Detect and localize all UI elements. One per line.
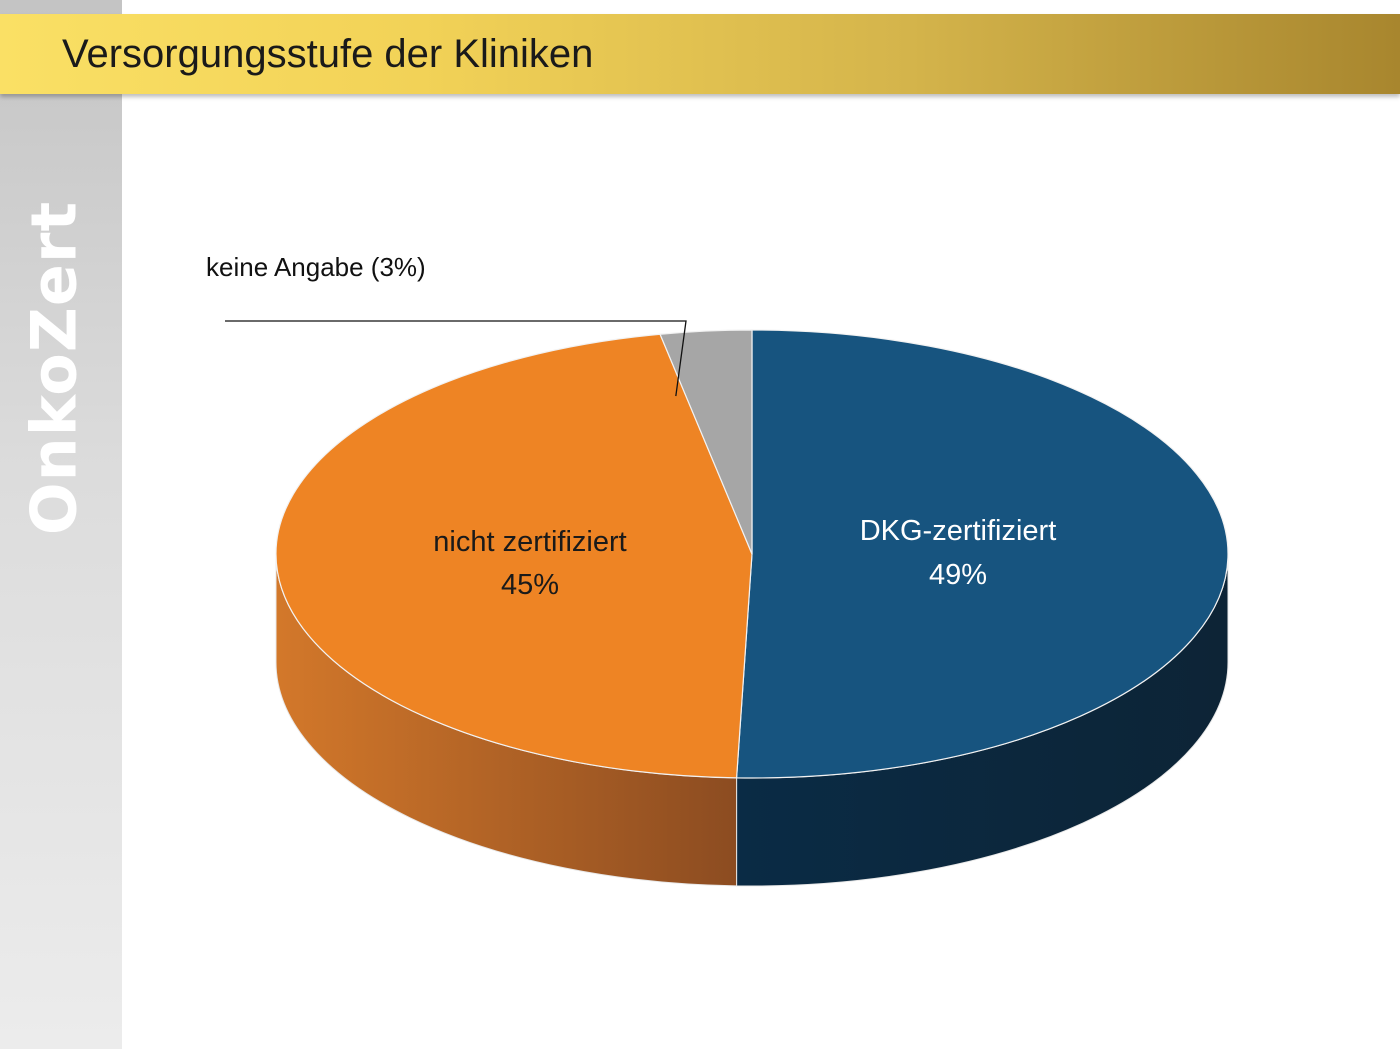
slice-value-nicht-zertifiziert: 45% [501, 569, 559, 601]
pie-slice-nicht-zertifiziert [275, 333, 753, 779]
pie-slice-keine-angabe-3 [659, 329, 753, 555]
top-strip [122, 0, 1400, 14]
slice-label-dkg-zertifiziert: DKG-zertifiziert [860, 515, 1057, 547]
sidebar-band [0, 0, 122, 1049]
slice-label-nicht-zertifiziert: nicht zertifiziert [433, 526, 626, 558]
slide-title: Versorgungsstufe der Kliniken [62, 32, 594, 76]
slice-value-dkg-zertifiziert: 49% [929, 559, 987, 591]
slice-label-keine-angabe-3: keine Angabe (3%) [206, 252, 426, 282]
title-bar [0, 14, 1400, 94]
leader-line-keine-angabe-3 [225, 320, 687, 397]
pie-slice-dkg-zertifiziert [735, 329, 1229, 779]
